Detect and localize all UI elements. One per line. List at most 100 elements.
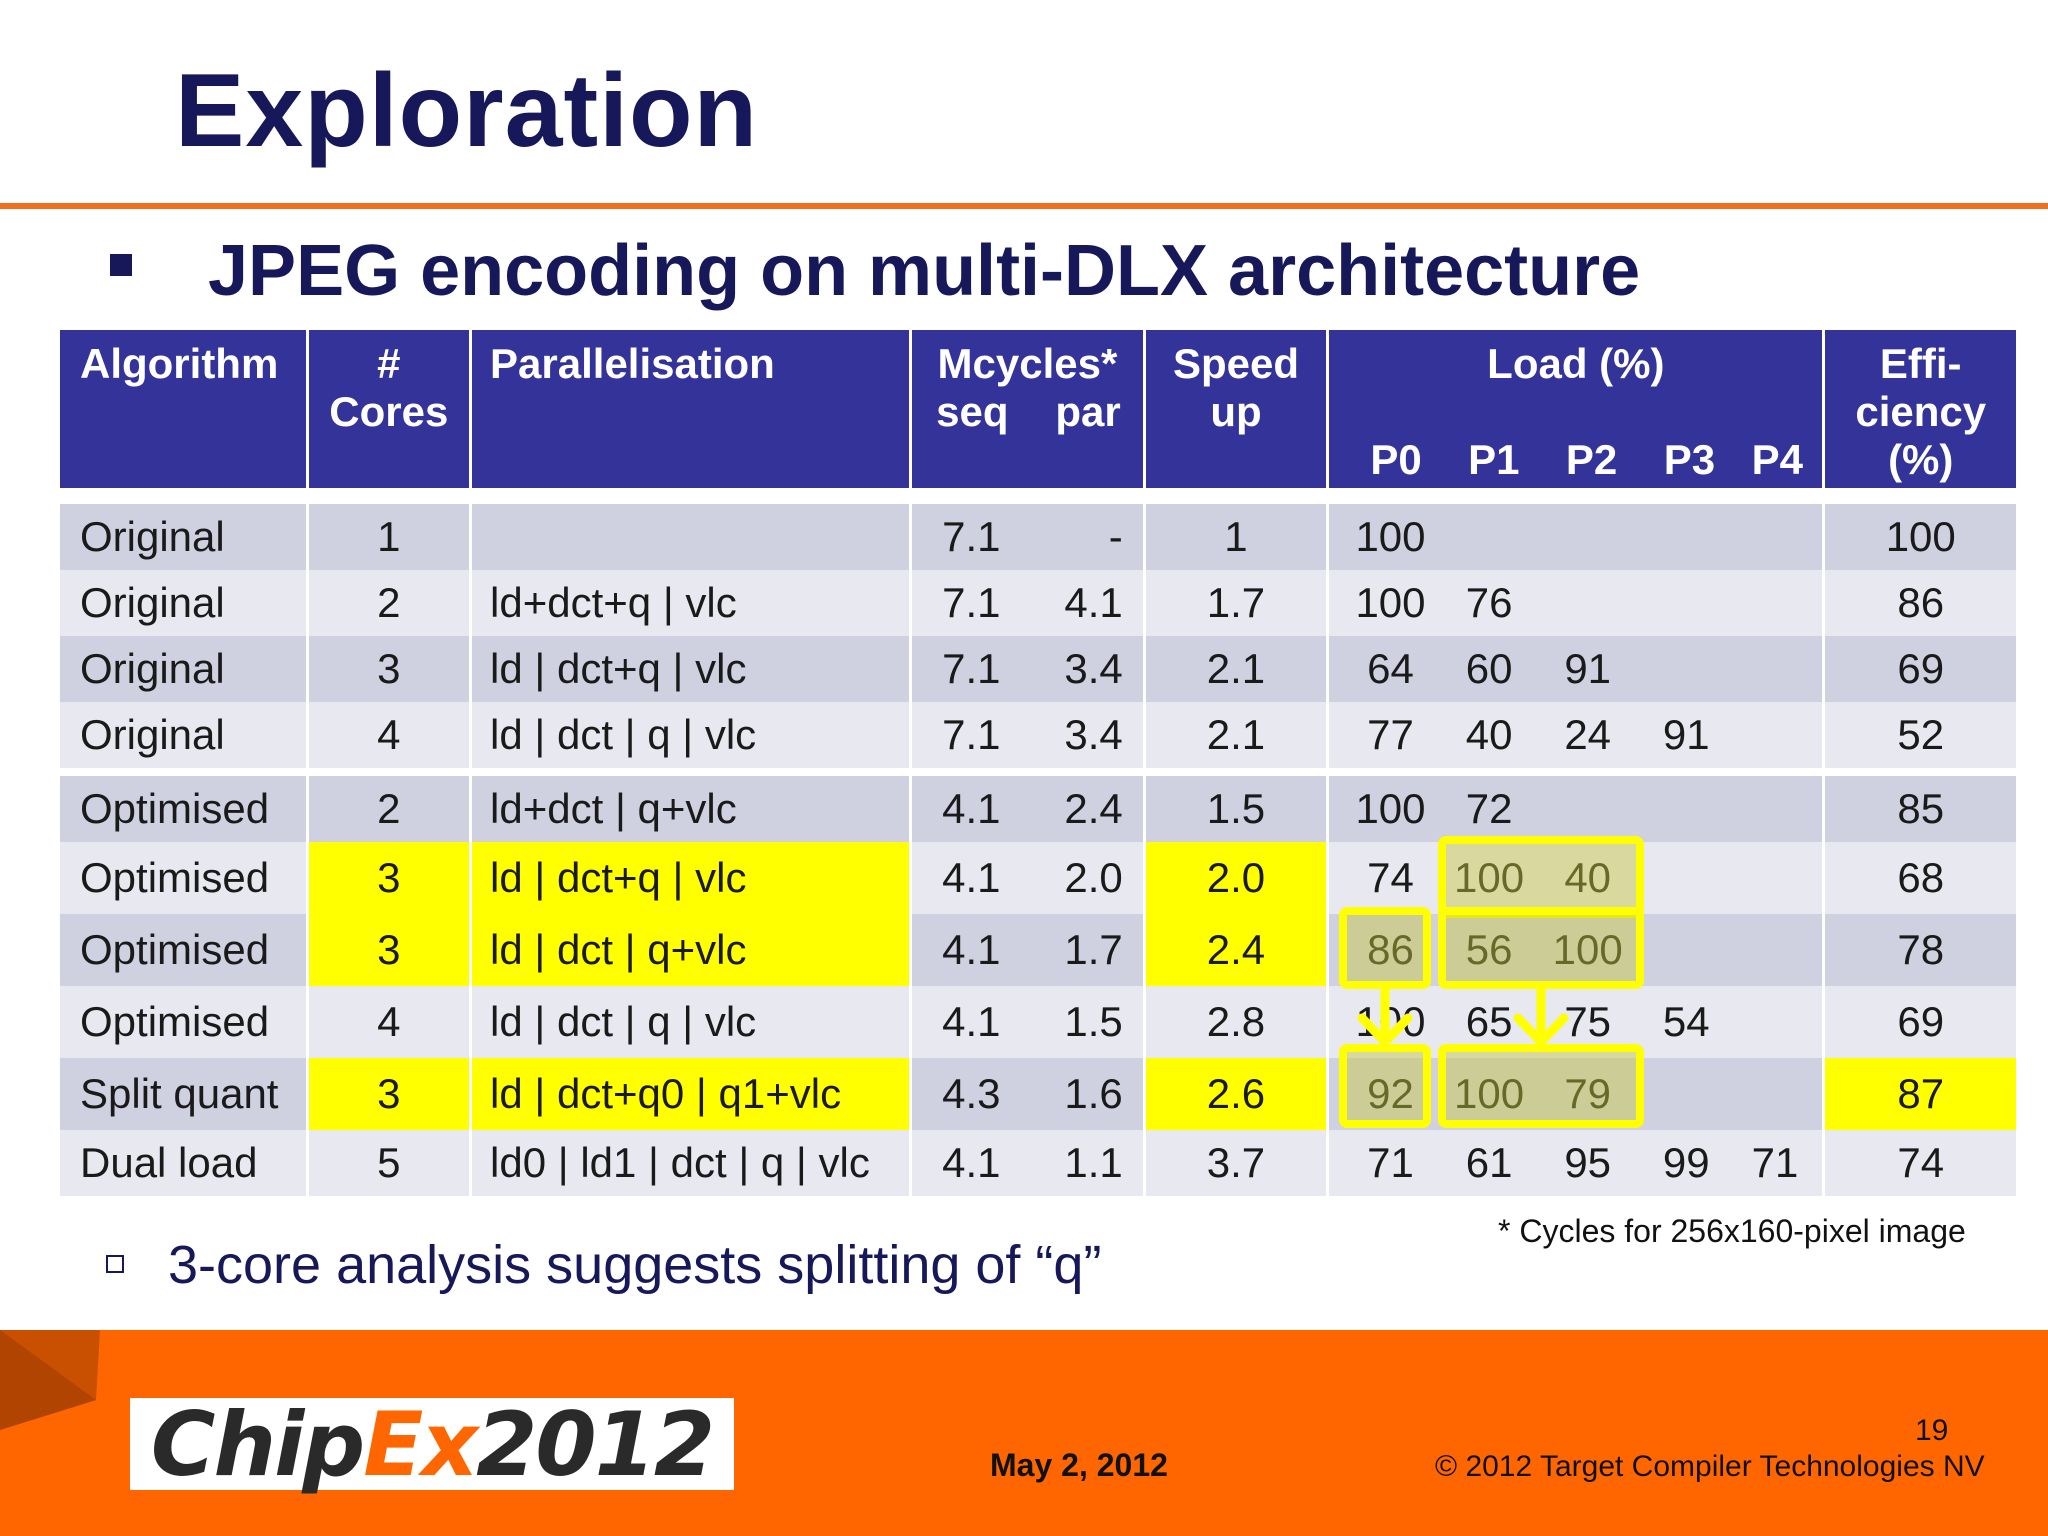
header-cores-line2: Cores <box>329 388 449 435</box>
table-row: Optimised 3 ld | dct+q | vlc 4.1 2.0 2.0 74 100… <box>60 842 2016 914</box>
cell-par: 4.1 <box>1064 579 1123 626</box>
cell-load-p4: 71 <box>1751 1139 1799 1186</box>
cell-mcycles: 4.1 1.5 <box>912 986 1143 1058</box>
cell-load-p2: 24 <box>1564 711 1612 758</box>
table-row: Original 2 ld+dct+q | vlc 7.1 4.1 1.7 100 76 86 <box>60 570 2016 636</box>
cell-cores: 3 <box>308 636 470 702</box>
header-speedup-line1: Speed <box>1172 340 1299 387</box>
sub-bullet-square-icon <box>106 1255 124 1273</box>
cell-seq: 4.1 <box>942 926 1001 973</box>
cell-par: 1.5 <box>1064 998 1123 1045</box>
header-load: Load (%) P0 P1 P2 P3 P4 <box>1329 330 1823 488</box>
bullet-square-icon <box>110 254 132 276</box>
cell-mcycles: 7.1 4.1 <box>912 570 1143 636</box>
header-parallelisation: Parallelisation <box>472 330 910 488</box>
copyright: © 2012 Target Compiler Technologies NV <box>1435 1450 1985 1483</box>
header-p4: P4 <box>1751 436 1804 483</box>
cell-mcycles: 7.1 3.4 <box>912 702 1143 768</box>
cell-load-p3: 99 <box>1662 1139 1710 1186</box>
cell-cores: 2 <box>308 776 470 842</box>
cell-load-p2: 91 <box>1564 645 1612 692</box>
cell-load-p0: 100 <box>1355 785 1426 832</box>
cell-load-p0: 74 <box>1367 854 1414 901</box>
cell-efficiency: 87 <box>1825 1058 2016 1130</box>
cell-speedup: 1.5 <box>1145 776 1327 842</box>
cell-load-p2: 100 <box>1552 926 1623 973</box>
cell-cores: 1 <box>308 504 470 570</box>
cell-load-p0: 92 <box>1367 1070 1414 1117</box>
cell-efficiency: 68 <box>1825 842 2016 914</box>
cell-par: 3.4 <box>1064 711 1123 758</box>
cell-algorithm: Original <box>60 636 306 702</box>
header-eff-line1: Effi- <box>1879 340 1962 387</box>
cell-cores: 3 <box>308 914 470 986</box>
cell-load-p0: 100 <box>1355 579 1426 626</box>
title-divider <box>0 203 2048 209</box>
header-par: par <box>1055 388 1121 435</box>
cell-load-p1: 61 <box>1465 1139 1513 1186</box>
cell-algorithm: Original <box>60 570 306 636</box>
cell-parallelisation: ld | dct | q | vlc <box>472 702 910 768</box>
cell-parallelisation: ld0 | ld1 | dct | q | vlc <box>472 1130 910 1196</box>
table-row: Original 4 ld | dct | q | vlc 7.1 3.4 2.1 77 40… <box>60 702 2016 768</box>
cell-parallelisation: ld+dct+q | vlc <box>472 570 910 636</box>
cell-algorithm: Original <box>60 702 306 768</box>
cell-mcycles: 4.1 2.4 <box>912 776 1143 842</box>
cell-load-p1: 56 <box>1465 926 1513 973</box>
cell-efficiency: 86 <box>1825 570 2016 636</box>
cell-cores: 2 <box>308 570 470 636</box>
cell-load: 100 76 <box>1329 570 1823 636</box>
table-row: Original 3 ld | dct+q | vlc 7.1 3.4 2.1 64 60 91… <box>60 636 2016 702</box>
cell-load: 86 56 100 <box>1329 914 1823 986</box>
cell-seq: 7.1 <box>942 711 1001 758</box>
cell-parallelisation: ld | dct | q | vlc <box>472 986 910 1058</box>
table-header-row: Algorithm # Cores Parallelisation Mcycle… <box>60 330 2016 488</box>
table-row: Optimised 3 ld | dct | q+vlc 4.1 1.7 2.4 86 56 1… <box>60 914 2016 986</box>
footer-date: May 2, 2012 <box>990 1447 1168 1483</box>
cell-cores: 3 <box>308 842 470 914</box>
cell-load-p1: 72 <box>1465 785 1513 832</box>
header-p3: P3 <box>1663 436 1716 483</box>
cell-speedup: 2.8 <box>1145 986 1327 1058</box>
cell-parallelisation: ld | dct+q | vlc <box>472 636 910 702</box>
cell-speedup: 2.1 <box>1145 702 1327 768</box>
cell-load-p1: 65 <box>1465 998 1513 1045</box>
cell-par: 3.4 <box>1064 645 1123 692</box>
header-eff-line2: ciency <box>1855 388 1987 435</box>
cell-load-p2: 40 <box>1564 854 1612 901</box>
cell-seq: 4.1 <box>942 854 1001 901</box>
cell-load: 77 40 24 91 <box>1329 702 1823 768</box>
cell-seq: 4.3 <box>942 1070 1001 1117</box>
cell-cores: 4 <box>308 702 470 768</box>
cell-seq: 4.1 <box>942 785 1001 832</box>
cell-speedup: 1.7 <box>1145 570 1327 636</box>
cell-par: 1.1 <box>1064 1139 1123 1186</box>
cell-par: 1.6 <box>1064 1070 1123 1117</box>
cell-parallelisation: ld | dct+q | vlc <box>472 842 910 914</box>
page-number: 19 <box>1915 1414 1949 1447</box>
cell-seq: 7.1 <box>942 579 1001 626</box>
logo-text-year: 2012 <box>476 1392 715 1496</box>
cell-speedup: 2.1 <box>1145 636 1327 702</box>
sub-bullet: 3-core analysis suggests splitting of “q… <box>168 1235 1102 1295</box>
cell-load: 100 72 <box>1329 776 1823 842</box>
cell-speedup: 2.4 <box>1145 914 1327 986</box>
cell-algorithm: Optimised <box>60 914 306 986</box>
cell-load: 74 100 40 <box>1329 842 1823 914</box>
cell-load-p1: 100 <box>1454 1070 1525 1117</box>
cell-seq: 7.1 <box>942 645 1001 692</box>
cell-speedup: 2.6 <box>1145 1058 1327 1130</box>
table-row: Split quant 3 ld | dct+q0 | q1+vlc 4.3 1.6 2.… <box>60 1058 2016 1130</box>
cell-load: 100 <box>1329 504 1823 570</box>
cell-efficiency: 78 <box>1825 914 2016 986</box>
cell-load-p1: 100 <box>1454 854 1525 901</box>
cell-par: 2.4 <box>1064 785 1123 832</box>
header-p0: P0 <box>1370 436 1422 483</box>
cell-mcycles: 7.1 - <box>912 504 1143 570</box>
cell-load-p0: 100 <box>1355 513 1426 560</box>
cell-mcycles: 4.1 2.0 <box>912 842 1143 914</box>
table-row: Original 1 7.1-1 100 100 <box>60 504 2016 570</box>
cell-par: - <box>1108 513 1123 560</box>
cell-algorithm: Optimised <box>60 986 306 1058</box>
cell-load: 92 100 79 <box>1329 1058 1823 1130</box>
